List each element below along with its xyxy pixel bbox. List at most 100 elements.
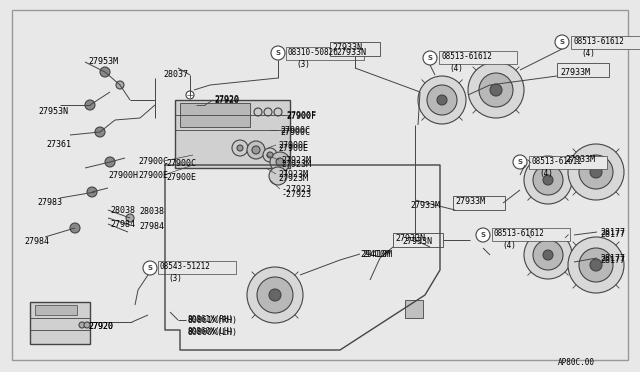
Circle shape — [590, 259, 602, 271]
Circle shape — [579, 155, 613, 189]
Bar — [175, 100, 290, 168]
Circle shape — [252, 146, 260, 154]
Circle shape — [271, 46, 285, 60]
Circle shape — [232, 140, 248, 156]
Bar — [158, 261, 236, 274]
Text: S: S — [559, 39, 564, 45]
Text: (3): (3) — [296, 60, 310, 69]
Circle shape — [533, 165, 563, 195]
Text: 27984: 27984 — [110, 220, 135, 229]
Text: S: S — [147, 265, 152, 271]
Text: 27900H: 27900H — [108, 171, 138, 180]
Text: 27900C: 27900C — [280, 128, 310, 137]
Bar — [405, 300, 423, 318]
Text: 27900E: 27900E — [138, 171, 168, 180]
Circle shape — [555, 35, 569, 49]
Circle shape — [105, 157, 115, 167]
Text: 27984: 27984 — [24, 237, 49, 246]
Bar — [30, 302, 90, 344]
Circle shape — [524, 231, 572, 279]
Circle shape — [543, 250, 553, 260]
Text: 80860X(LH): 80860X(LH) — [188, 328, 238, 337]
Circle shape — [143, 261, 157, 275]
Circle shape — [264, 108, 272, 116]
Bar — [557, 63, 609, 77]
Text: 08513-61612: 08513-61612 — [441, 52, 492, 61]
Text: S: S — [481, 232, 486, 238]
Text: 28038: 28038 — [110, 206, 135, 215]
Circle shape — [254, 108, 262, 116]
Circle shape — [116, 81, 124, 89]
Circle shape — [427, 85, 457, 115]
Text: 27933M: 27933M — [455, 197, 485, 206]
Text: AP80C.00: AP80C.00 — [558, 358, 595, 367]
Bar — [453, 196, 505, 210]
Circle shape — [257, 277, 293, 313]
Circle shape — [263, 148, 277, 162]
Text: 27920: 27920 — [88, 322, 113, 331]
Text: -27923: -27923 — [282, 190, 312, 199]
Circle shape — [95, 127, 105, 137]
Text: 27953M: 27953M — [88, 57, 118, 66]
Text: 27920: 27920 — [88, 322, 113, 331]
Text: 27900E: 27900E — [278, 141, 308, 150]
Circle shape — [423, 51, 437, 65]
Circle shape — [579, 248, 613, 282]
Text: 80861X(RH): 80861X(RH) — [188, 315, 234, 324]
Text: 08513-61612: 08513-61612 — [531, 157, 582, 166]
Circle shape — [237, 145, 243, 151]
Text: 27900F: 27900F — [286, 111, 316, 120]
Text: 28177: 28177 — [600, 254, 625, 263]
Circle shape — [274, 108, 282, 116]
Circle shape — [590, 166, 602, 178]
Text: 27923M: 27923M — [278, 174, 308, 183]
Text: 27933M: 27933M — [560, 68, 590, 77]
Circle shape — [276, 158, 284, 166]
Circle shape — [533, 240, 563, 270]
Circle shape — [568, 237, 624, 293]
Text: (4): (4) — [449, 64, 463, 73]
Circle shape — [476, 228, 490, 242]
Circle shape — [100, 67, 110, 77]
Text: 80860X(LH): 80860X(LH) — [188, 327, 234, 336]
Text: 27933N: 27933N — [336, 48, 366, 57]
Circle shape — [247, 141, 265, 159]
Circle shape — [247, 267, 303, 323]
Circle shape — [568, 144, 624, 200]
Text: 28177: 28177 — [600, 256, 625, 265]
Circle shape — [186, 91, 194, 99]
Text: 27900F: 27900F — [286, 112, 316, 121]
Circle shape — [85, 100, 95, 110]
Text: 08310-50826: 08310-50826 — [288, 48, 339, 57]
Text: S: S — [275, 50, 280, 56]
Text: 28038: 28038 — [139, 207, 164, 216]
Text: 27920: 27920 — [214, 95, 239, 104]
Circle shape — [269, 289, 281, 301]
Circle shape — [543, 175, 553, 185]
Text: 27900C: 27900C — [138, 157, 168, 166]
Text: -27923: -27923 — [282, 185, 312, 194]
Circle shape — [70, 223, 80, 233]
Text: 27900E: 27900E — [278, 144, 308, 153]
Text: 27933N: 27933N — [402, 237, 432, 246]
Bar — [180, 103, 250, 127]
Bar — [492, 228, 570, 241]
Text: 27361: 27361 — [46, 140, 71, 149]
Circle shape — [79, 322, 85, 328]
Text: 27900C: 27900C — [280, 126, 310, 135]
Text: 08543-51212: 08543-51212 — [160, 262, 211, 271]
Circle shape — [418, 76, 466, 124]
Text: 27923M: 27923M — [278, 170, 308, 179]
Text: 27933N: 27933N — [395, 234, 425, 243]
Text: 27984: 27984 — [139, 222, 164, 231]
Circle shape — [126, 214, 134, 222]
Text: 27900E: 27900E — [166, 173, 196, 182]
Text: S: S — [518, 159, 522, 165]
Text: 27923M: 27923M — [281, 160, 311, 169]
Text: 27933M: 27933M — [410, 201, 440, 210]
Text: 29410M: 29410M — [362, 250, 392, 259]
Text: 08513-61612: 08513-61612 — [494, 229, 545, 238]
Text: 27923M: 27923M — [281, 156, 311, 165]
Text: 08513-61612: 08513-61612 — [573, 37, 624, 46]
Text: (4): (4) — [502, 241, 516, 250]
